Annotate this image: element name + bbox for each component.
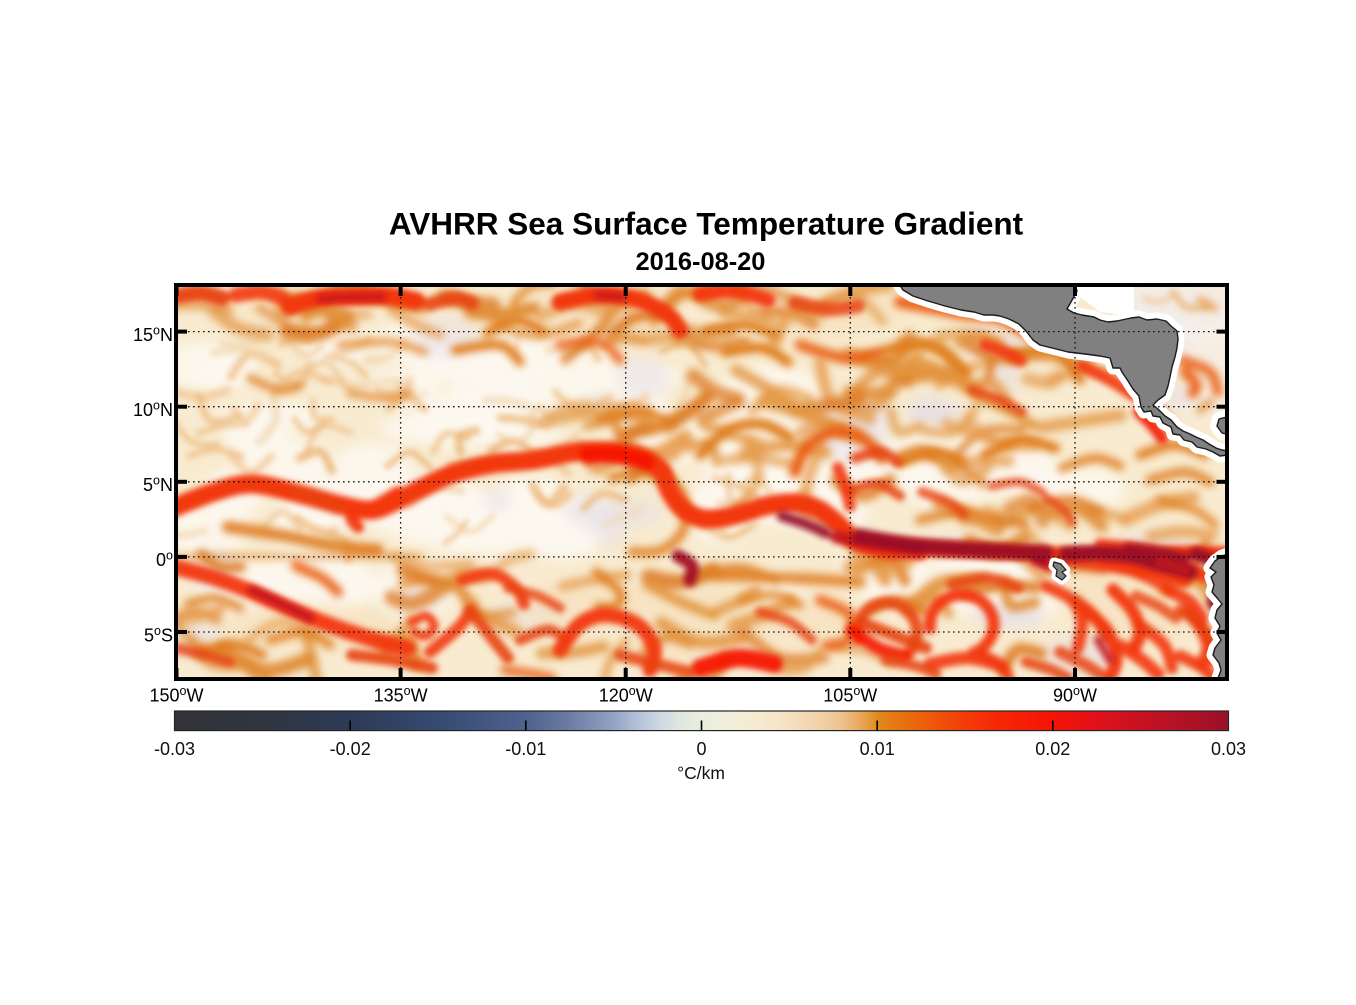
svg-text:5oS: 5oS [144, 624, 173, 646]
svg-text:-0.01: -0.01 [505, 739, 546, 759]
svg-text:5oN: 5oN [143, 474, 173, 496]
svg-text:-0.03: -0.03 [154, 739, 195, 759]
svg-text:AVHRR Sea Surface Temperature: AVHRR Sea Surface Temperature Gradient [389, 206, 1024, 242]
svg-text:120oW: 120oW [599, 684, 653, 706]
svg-text:0.03: 0.03 [1211, 739, 1246, 759]
svg-text:0.01: 0.01 [860, 739, 895, 759]
svg-text:°C/km: °C/km [677, 763, 725, 783]
svg-text:135oW: 135oW [374, 684, 428, 706]
svg-text:0: 0 [696, 739, 706, 759]
svg-text:150oW: 150oW [150, 684, 204, 706]
svg-text:-0.02: -0.02 [330, 739, 371, 759]
svg-text:90oW: 90oW [1053, 684, 1097, 706]
svg-text:2016-08-20: 2016-08-20 [636, 248, 766, 276]
svg-text:10oN: 10oN [133, 399, 173, 421]
svg-text:15oN: 15oN [133, 323, 173, 345]
svg-text:0.02: 0.02 [1035, 739, 1070, 759]
svg-text:105oW: 105oW [823, 684, 877, 706]
